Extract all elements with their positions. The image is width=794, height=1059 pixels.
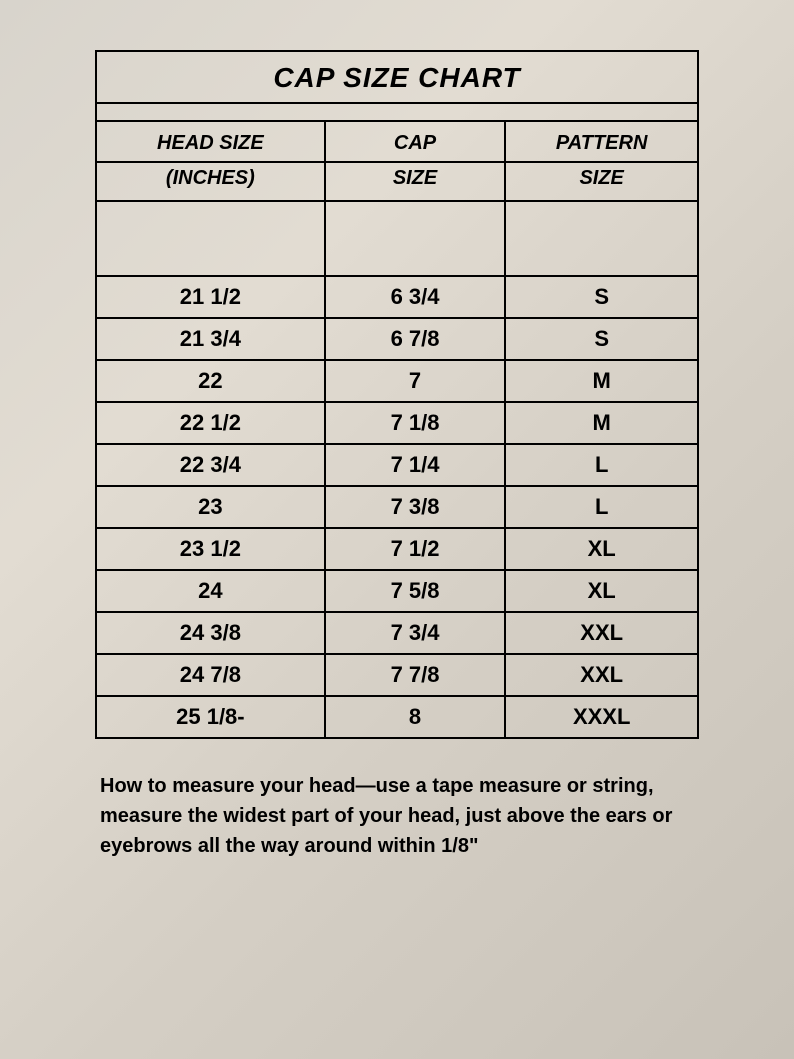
head-size-cell: 21 3/4 <box>96 318 325 360</box>
head-size-cell: 22 3/4 <box>96 444 325 486</box>
table-row: 24 7/87 7/8XXL <box>96 654 698 696</box>
head-size-cell: 24 <box>96 570 325 612</box>
pattern-size-cell: M <box>505 360 698 402</box>
title-row: CAP SIZE CHART <box>96 51 698 103</box>
pattern-size-cell: XXL <box>505 654 698 696</box>
col-header-pattern-1: PATTERN <box>505 121 698 162</box>
head-size-cell: 21 1/2 <box>96 276 325 318</box>
spacer-row <box>96 103 698 121</box>
cap-size-cell: 7 3/4 <box>325 612 506 654</box>
pattern-size-cell: L <box>505 444 698 486</box>
pattern-size-cell: XXXL <box>505 696 698 738</box>
table-row: 237 3/8L <box>96 486 698 528</box>
col-header-cap-2: SIZE <box>325 162 506 201</box>
size-chart-table: CAP SIZE CHART HEAD SIZE CAP PATTERN (IN… <box>95 50 699 739</box>
head-size-cell: 25 1/8- <box>96 696 325 738</box>
cap-size-cell: 6 3/4 <box>325 276 506 318</box>
cap-size-cell: 7 7/8 <box>325 654 506 696</box>
table-row: 21 1/26 3/4S <box>96 276 698 318</box>
spacer-row-big <box>96 201 698 276</box>
header-row-1: HEAD SIZE CAP PATTERN <box>96 121 698 162</box>
pattern-size-cell: XL <box>505 528 698 570</box>
pattern-size-cell: S <box>505 276 698 318</box>
table-row: 22 1/27 1/8M <box>96 402 698 444</box>
pattern-size-cell: XXL <box>505 612 698 654</box>
table-row: 23 1/27 1/2XL <box>96 528 698 570</box>
measurement-instructions: How to measure your head—use a tape meas… <box>95 771 699 861</box>
head-size-cell: 24 7/8 <box>96 654 325 696</box>
table-row: 247 5/8XL <box>96 570 698 612</box>
size-chart-container: CAP SIZE CHART HEAD SIZE CAP PATTERN (IN… <box>95 50 699 739</box>
data-rows-body: 21 1/26 3/4S21 3/46 7/8S227M22 1/27 1/8M… <box>96 276 698 738</box>
table-row: 24 3/87 3/4XXL <box>96 612 698 654</box>
col-header-cap-1: CAP <box>325 121 506 162</box>
cap-size-cell: 8 <box>325 696 506 738</box>
col-header-pattern-2: SIZE <box>505 162 698 201</box>
cap-size-cell: 6 7/8 <box>325 318 506 360</box>
head-size-cell: 23 <box>96 486 325 528</box>
cap-size-cell: 7 5/8 <box>325 570 506 612</box>
cap-size-cell: 7 <box>325 360 506 402</box>
pattern-size-cell: M <box>505 402 698 444</box>
cap-size-cell: 7 1/4 <box>325 444 506 486</box>
col-header-head-2: (INCHES) <box>96 162 325 201</box>
pattern-size-cell: L <box>505 486 698 528</box>
col-header-head-1: HEAD SIZE <box>96 121 325 162</box>
header-row-2: (INCHES) SIZE SIZE <box>96 162 698 201</box>
pattern-size-cell: XL <box>505 570 698 612</box>
table-row: 25 1/8-8XXXL <box>96 696 698 738</box>
table-row: 21 3/46 7/8S <box>96 318 698 360</box>
head-size-cell: 23 1/2 <box>96 528 325 570</box>
pattern-size-cell: S <box>505 318 698 360</box>
cap-size-cell: 7 1/8 <box>325 402 506 444</box>
head-size-cell: 22 <box>96 360 325 402</box>
cap-size-cell: 7 3/8 <box>325 486 506 528</box>
table-row: 227M <box>96 360 698 402</box>
head-size-cell: 22 1/2 <box>96 402 325 444</box>
head-size-cell: 24 3/8 <box>96 612 325 654</box>
chart-title: CAP SIZE CHART <box>96 51 698 103</box>
cap-size-cell: 7 1/2 <box>325 528 506 570</box>
table-row: 22 3/47 1/4L <box>96 444 698 486</box>
